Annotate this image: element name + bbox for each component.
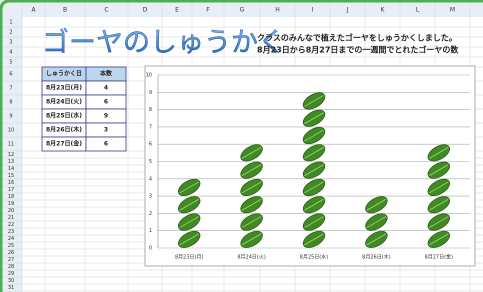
y-tick-label: 8 (149, 107, 152, 113)
row-number: 15 (8, 173, 14, 179)
y-tick-label: 4 (149, 176, 152, 182)
table-value: 6 (104, 99, 108, 106)
row-number: 16 (8, 180, 14, 186)
column-letter: M (450, 7, 455, 14)
column-letter: D (143, 7, 148, 14)
row-number: 1 (9, 20, 12, 26)
note: 8月23日から8月27日までの一週間でとれたゴーヤの数 (257, 45, 459, 55)
row-number: 12 (8, 152, 14, 158)
row-number: 14 (8, 166, 14, 172)
x-tick-label: 8月26日(木) (362, 254, 390, 261)
row-number: 7 (9, 86, 12, 92)
column-letter: F (206, 7, 210, 14)
table-value: 8月23日(月) (46, 84, 82, 92)
row-number: 17 (8, 187, 14, 193)
table-value: 9 (104, 113, 108, 120)
x-tick-label: 8月25日(水) (300, 254, 328, 261)
table-value: 6 (104, 141, 108, 148)
y-tick-label: 3 (149, 194, 152, 200)
row-number: 9 (9, 114, 12, 120)
note: クラスのみんなで植えたゴーヤをしゅうかくしました。 (257, 33, 457, 43)
row-number: 31 (8, 285, 14, 291)
y-tick-label: 2 (149, 211, 152, 217)
sheet-title: ゴーヤのしゅうかく (42, 28, 285, 59)
row-number: 25 (8, 243, 14, 249)
table-value: 3 (104, 127, 108, 134)
x-tick-label: 8月24日(火) (237, 255, 265, 261)
row-number: 19 (8, 201, 14, 207)
x-tick-label: 8月23日(月) (175, 255, 203, 261)
row-number: 8 (9, 100, 12, 106)
column-letter: B (63, 7, 67, 14)
column-letter: J (346, 7, 349, 14)
row-number: 5 (9, 60, 12, 66)
row-number: 29 (8, 271, 14, 277)
column-letter: H (275, 7, 280, 14)
row-number: 23 (8, 229, 14, 235)
row-number: 2 (9, 30, 12, 36)
row-number: 13 (8, 159, 14, 165)
row-number: 4 (9, 50, 12, 56)
table-value: 8月25日(水) (46, 112, 82, 120)
row-number: 21 (8, 215, 14, 221)
row-number: 6 (9, 72, 12, 78)
y-tick-label: 7 (149, 124, 152, 130)
y-tick-label: 9 (149, 90, 152, 96)
row-number: 27 (8, 257, 14, 263)
data-table: しゅうかく日 本数 8月23日(月) 4 8月24日(火) 6 8月25日(水) 9 8月26日… (42, 67, 126, 151)
row-number: 18 (8, 194, 14, 200)
column-letter: I (312, 7, 314, 14)
y-tick-label: 1 (149, 228, 152, 234)
table-header: しゅうかく日 (46, 70, 82, 78)
y-tick-label: 0 (149, 246, 152, 252)
row-number: 3 (9, 40, 12, 46)
table-value: 8月26日(木) (46, 126, 82, 134)
row-number: 30 (8, 278, 14, 284)
row-number: 20 (8, 208, 14, 214)
column-letter: E (175, 7, 179, 14)
row-number: 26 (8, 250, 14, 256)
table-value: 8月24日(火) (46, 98, 82, 106)
table-header: 本数 (100, 70, 113, 78)
x-tick-label: 8月27日(金) (425, 254, 453, 261)
row-number: 22 (8, 222, 14, 228)
row-number: 24 (8, 236, 14, 242)
y-tick-label: 5 (149, 159, 152, 165)
row-number: 10 (8, 128, 14, 134)
y-tick-label: 10 (146, 73, 152, 79)
spreadsheet-screenshot: ABCDEFGHIJKLM123456789101112131415161718… (0, 0, 483, 292)
table-value: 4 (104, 85, 108, 92)
column-letter: G (240, 7, 245, 14)
table-value: 8月27日(金) (46, 140, 82, 148)
row-number: 28 (8, 264, 14, 270)
column-letter: C (104, 7, 108, 14)
y-tick-label: 6 (149, 142, 152, 148)
row-number: 11 (8, 142, 14, 148)
